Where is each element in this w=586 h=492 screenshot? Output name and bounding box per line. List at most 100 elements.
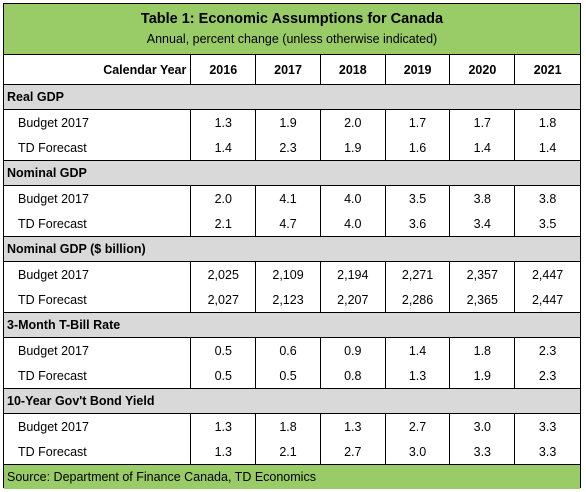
value-cell: 2.1 [256, 439, 321, 464]
value-cell: 1.9 [321, 135, 386, 160]
value-cell: 1.4 [450, 135, 516, 160]
value-cell: 1.3 [191, 110, 257, 135]
value-cell: 2,286 [386, 287, 451, 312]
header-year: 2018 [321, 55, 386, 84]
table-row: Budget 2017 1.3 1.8 1.3 2.7 3.0 3.3 [4, 414, 580, 439]
row-label: Budget 2017 [4, 262, 192, 287]
section-rows: Budget 2017 2.0 4.1 4.0 3.5 3.8 3.8 TD Forecast… [4, 186, 580, 237]
value-cell: 2.0 [191, 186, 257, 211]
value-cell: 0.6 [256, 338, 321, 363]
value-cell: 3.8 [538, 191, 557, 206]
value-cell: 3.4 [450, 211, 516, 236]
value-cell: 1.7 [450, 110, 516, 135]
value-cell: 2.7 [386, 414, 451, 439]
value-cell: 3.3 [538, 419, 557, 434]
table-row: Budget 2017 2.0 4.1 4.0 3.5 3.8 3.8 [4, 186, 580, 211]
table-row: TD Forecast 1.3 2.1 2.7 3.0 3.3 3.3 [4, 439, 580, 464]
row-label: TD Forecast [4, 439, 192, 464]
value-cell: 2.1 [191, 211, 257, 236]
value-cell: 0.8 [321, 363, 386, 388]
value-cell: 2.3 [538, 343, 557, 358]
row-label: Budget 2017 [4, 414, 192, 439]
section-header: Nominal GDP ($ billion) [4, 237, 580, 262]
value-cell: 0.5 [191, 338, 257, 363]
value-cell: 1.4 [386, 338, 451, 363]
value-cell: 4.1 [256, 186, 321, 211]
value-cell: 3.0 [450, 414, 516, 439]
row-label: Budget 2017 [4, 186, 192, 211]
row-label: TD Forecast [4, 211, 192, 236]
value-cell: 2,027 [191, 287, 257, 312]
row-label: TD Forecast [4, 287, 192, 312]
table-row: Budget 2017 2,025 2,109 2,194 2,271 2,357 2,44… [4, 262, 580, 287]
value-cell: 1.8 [450, 338, 516, 363]
value-cell: 2,194 [321, 262, 386, 287]
value-cell: 2,025 [191, 262, 257, 287]
row-label: TD Forecast [4, 135, 192, 160]
value-cell: 4.7 [256, 211, 321, 236]
section-rows: Budget 2017 0.5 0.6 0.9 1.4 1.8 2.3 TD Forecast… [4, 338, 580, 389]
section-header: 3-Month T-Bill Rate [4, 313, 580, 338]
table-body: Real GDP Budget 2017 1.3 1.9 2.0 1.7 1.7 1.8 TD … [4, 85, 580, 465]
value-cell: 4.0 [321, 211, 386, 236]
value-cell: 1.9 [256, 110, 321, 135]
table-title-band: Table 1: Economic Assumptions for Canada… [4, 4, 580, 55]
value-cell: 3.5 [538, 216, 557, 231]
header-row: Calendar Year 2016 2017 2018 2019 2020 2… [4, 55, 580, 85]
header-label: Calendar Year [4, 55, 192, 84]
section-header: Nominal GDP [4, 161, 580, 186]
table-row: Budget 2017 0.5 0.6 0.9 1.4 1.8 2.3 [4, 338, 580, 363]
header-year: 2017 [256, 55, 321, 84]
table-title: Table 1: Economic Assumptions for Canada [140, 11, 444, 27]
value-cell: 1.8 [538, 115, 557, 130]
value-cell: 2.3 [538, 368, 557, 383]
row-label: Budget 2017 [4, 338, 192, 363]
value-cell: 1.3 [386, 363, 451, 388]
row-label: Budget 2017 [4, 110, 192, 135]
value-cell: 1.8 [256, 414, 321, 439]
source-note: Source: Department of Finance Canada, TD… [4, 465, 580, 489]
value-cell: 1.3 [191, 414, 257, 439]
value-cell: 2.7 [321, 439, 386, 464]
value-cell: 2,365 [450, 287, 516, 312]
value-cell: 2,271 [386, 262, 451, 287]
value-cell: 1.6 [386, 135, 451, 160]
value-cell: 2,207 [321, 287, 386, 312]
value-cell: 1.3 [191, 439, 257, 464]
value-cell: 2.0 [321, 110, 386, 135]
value-cell: 0.5 [191, 363, 257, 388]
table-row: TD Forecast 2,027 2,123 2,207 2,286 2,365 2,44… [4, 287, 580, 312]
section-header: Real GDP [4, 85, 580, 110]
value-cell: 3.3 [450, 439, 516, 464]
value-cell: 3.3 [538, 444, 557, 459]
table-row: TD Forecast 2.1 4.7 4.0 3.6 3.4 3.5 [4, 211, 580, 236]
value-cell: 1.9 [450, 363, 516, 388]
value-cell: 2,447 [531, 292, 564, 307]
table-row: TD Forecast 0.5 0.5 0.8 1.3 1.9 2.3 [4, 363, 580, 388]
header-year: 2016 [191, 55, 257, 84]
table-subtitle: Annual, percent change (unless otherwise… [146, 32, 438, 46]
value-cell: 0.5 [256, 363, 321, 388]
value-cell: 0.9 [321, 338, 386, 363]
section-rows: Budget 2017 1.3 1.9 2.0 1.7 1.7 1.8 TD Forecast… [4, 110, 580, 161]
section-header: 10-Year Gov't Bond Yield [4, 389, 580, 414]
header-year: 2019 [386, 55, 451, 84]
section-rows: Budget 2017 2,025 2,109 2,194 2,271 2,357 2,44… [4, 262, 580, 313]
value-cell: 1.4 [191, 135, 257, 160]
row-label: TD Forecast [4, 363, 192, 388]
economic-assumptions-table: Table 1: Economic Assumptions for Canada… [3, 3, 581, 489]
value-cell: 1.4 [538, 140, 557, 155]
value-cell: 3.5 [386, 186, 451, 211]
table-row: Budget 2017 1.3 1.9 2.0 1.7 1.7 1.8 [4, 110, 580, 135]
value-cell: 2,123 [256, 287, 321, 312]
value-cell: 2,447 [531, 267, 564, 282]
value-cell: 2.3 [256, 135, 321, 160]
value-cell: 1.7 [386, 110, 451, 135]
header-year: 2021 [533, 62, 562, 77]
header-year: 2020 [450, 55, 516, 84]
value-cell: 3.6 [386, 211, 451, 236]
value-cell: 1.3 [321, 414, 386, 439]
value-cell: 4.0 [321, 186, 386, 211]
table-row: TD Forecast 1.4 2.3 1.9 1.6 1.4 1.4 [4, 135, 580, 160]
value-cell: 2,357 [450, 262, 516, 287]
